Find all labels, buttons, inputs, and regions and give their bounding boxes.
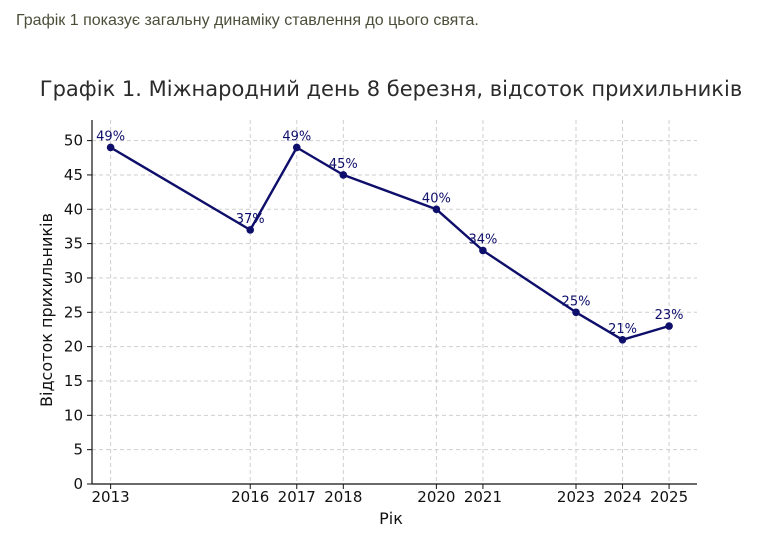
data-label-2016: 37% xyxy=(236,212,265,227)
data-label-2017: 49% xyxy=(282,129,311,144)
data-label-2023: 25% xyxy=(562,294,591,309)
data-labels: 49% 37% 49% 45% 40% 34% 25% 21% 23% xyxy=(96,129,683,336)
x-tick-label-2020: 2020 xyxy=(417,488,455,506)
data-point-2025 xyxy=(665,322,673,330)
data-label-2024: 21% xyxy=(608,322,637,337)
x-axis-ticks: 2013 2016 2017 2018 2020 2021 2023 2024 2025 xyxy=(92,484,688,506)
intro-text: Графік 1 показує загальну динаміку ставл… xyxy=(16,12,479,29)
x-tick-label-2025: 2025 xyxy=(650,488,688,506)
x-axis-label: Рік xyxy=(379,509,403,528)
data-point-2021 xyxy=(479,246,487,255)
y-tick-label-50: 50 xyxy=(64,132,83,150)
series-line-group xyxy=(106,143,673,344)
data-point-2018 xyxy=(339,171,348,179)
data-label-2013: 49% xyxy=(96,129,125,144)
grid-lines xyxy=(92,120,697,485)
x-tick-label-2024: 2024 xyxy=(603,488,641,506)
data-point-2024 xyxy=(618,335,627,344)
y-tick-label-40: 40 xyxy=(64,200,83,218)
x-tick-label-2021: 2021 xyxy=(464,488,502,506)
y-axis-ticks: 0 5 10 15 20 25 30 35 40 45 50 xyxy=(64,132,92,493)
chart-title: Графік 1. Міжнародний день 8 березня, ві… xyxy=(40,77,742,101)
x-tick-label-2023: 2023 xyxy=(557,488,595,506)
y-tick-label-25: 25 xyxy=(64,303,83,321)
y-tick-label-45: 45 xyxy=(64,166,83,184)
y-tick-label-20: 20 xyxy=(64,338,83,356)
y-tick-label-5: 5 xyxy=(73,441,83,459)
data-point-2013 xyxy=(106,143,115,152)
x-tick-label-2013: 2013 xyxy=(92,488,130,506)
data-label-2025: 23% xyxy=(655,308,684,323)
x-tick-label-2018: 2018 xyxy=(324,488,362,506)
y-axis-label: Відсоток прихильників xyxy=(37,213,56,407)
data-label-2018: 45% xyxy=(329,157,358,172)
data-point-2017 xyxy=(292,143,301,152)
axes xyxy=(91,120,697,485)
data-point-2020 xyxy=(432,205,441,214)
x-tick-label-2016: 2016 xyxy=(231,488,269,506)
data-label-2021: 34% xyxy=(468,232,497,247)
y-tick-label-15: 15 xyxy=(64,372,83,390)
data-point-2016 xyxy=(246,226,255,234)
y-tick-label-30: 30 xyxy=(64,269,83,287)
data-point-2023 xyxy=(572,308,580,317)
y-tick-label-0: 0 xyxy=(73,475,83,493)
y-tick-label-10: 10 xyxy=(64,406,83,424)
x-tick-label-2017: 2017 xyxy=(278,488,316,506)
y-tick-label-35: 35 xyxy=(64,235,83,253)
data-label-2020: 40% xyxy=(422,191,451,206)
